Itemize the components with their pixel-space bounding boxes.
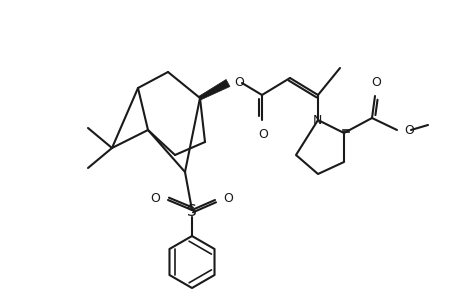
Text: S: S xyxy=(187,203,196,218)
Text: O: O xyxy=(234,76,243,88)
Text: O: O xyxy=(150,191,160,205)
Text: O: O xyxy=(223,191,232,205)
Text: O: O xyxy=(257,128,267,141)
Text: N: N xyxy=(312,115,321,128)
Polygon shape xyxy=(199,80,230,100)
Text: O: O xyxy=(370,76,380,89)
Text: O: O xyxy=(403,124,413,136)
